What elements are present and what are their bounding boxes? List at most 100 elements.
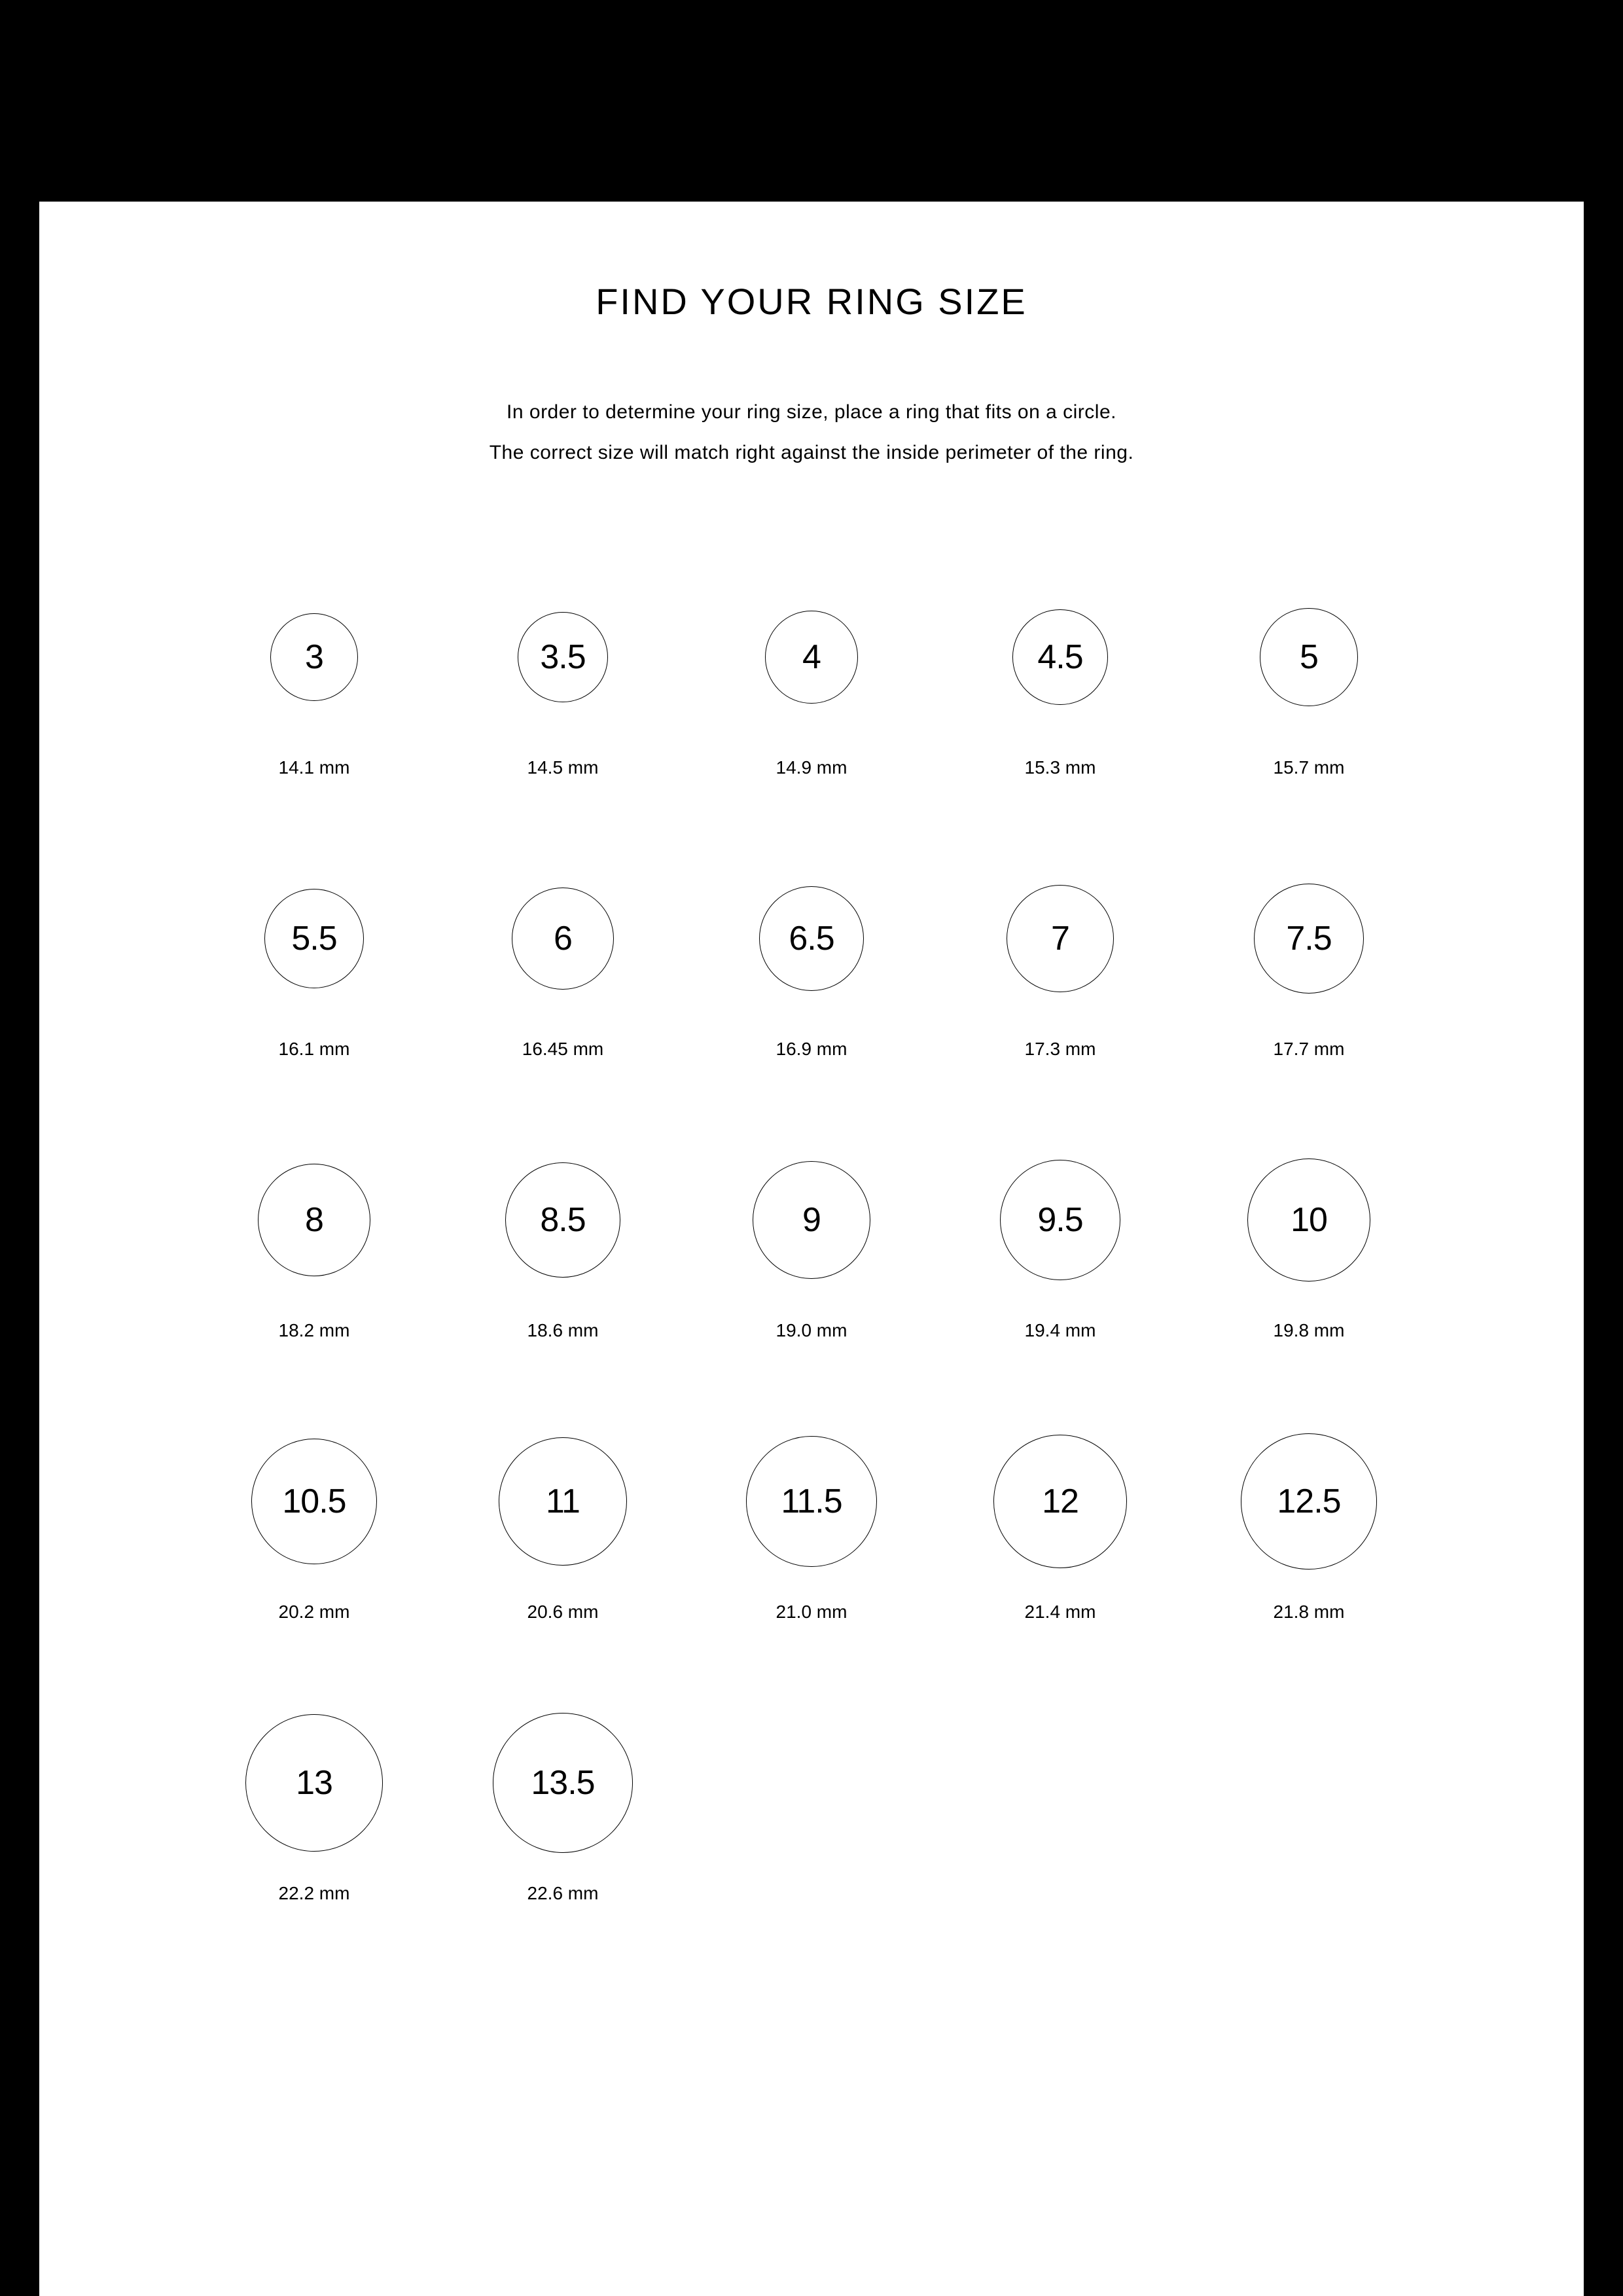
ring-size-cell: 10.5 20.2 mm <box>209 1426 419 1623</box>
size-label: 11 <box>546 1482 580 1521</box>
ring-size-cell: 4.5 15.3 mm <box>955 582 1165 778</box>
size-label: 10 <box>1291 1200 1327 1240</box>
size-label: 6 <box>554 919 572 958</box>
diameter-label: 17.7 mm <box>1274 1039 1345 1060</box>
ring-size-cell: 5 15.7 mm <box>1204 582 1414 778</box>
ring-size-cell: 8 18.2 mm <box>209 1145 419 1341</box>
size-label: 12 <box>1042 1482 1079 1521</box>
diameter-label: 17.3 mm <box>1025 1039 1096 1060</box>
ring-size-cell: 12.5 21.8 mm <box>1204 1426 1414 1623</box>
diameter-label: 20.6 mm <box>527 1602 599 1623</box>
diameter-label: 16.45 mm <box>522 1039 604 1060</box>
diameter-label: 15.7 mm <box>1274 757 1345 778</box>
ring-size-cell: 9.5 19.4 mm <box>955 1145 1165 1341</box>
ring-circle: 8 <box>258 1164 371 1277</box>
size-label: 6.5 <box>789 919 834 958</box>
diameter-label: 15.3 mm <box>1025 757 1096 778</box>
instruction-line-1: In order to determine your ring size, pl… <box>209 401 1414 423</box>
ring-size-cell: 314.1 mm <box>209 582 419 778</box>
ring-circle: 8.5 <box>505 1162 621 1278</box>
ring-size-cell: 3.5 14.5 mm <box>458 582 668 778</box>
size-label: 3.5 <box>540 637 585 677</box>
circle-container: 10.5 <box>251 1426 377 1577</box>
circle-container: 12.5 <box>1241 1426 1376 1577</box>
circle-container: 8.5 <box>505 1145 621 1295</box>
circle-container: 9 <box>753 1145 871 1295</box>
circle-container: 6.5 <box>759 863 865 1014</box>
ring-size-cell: 13.5 22.6 mm <box>458 1708 668 1904</box>
ring-size-cell: 7.5 17.7 mm <box>1204 863 1414 1060</box>
ring-size-cell: 11 20.6 mm <box>458 1426 668 1623</box>
ring-circle: 9 <box>753 1161 871 1280</box>
size-label: 9.5 <box>1037 1200 1082 1240</box>
ring-size-cell: 11.5 21.0 mm <box>707 1426 916 1623</box>
ring-circle: 10 <box>1247 1158 1370 1282</box>
diameter-label: 19.8 mm <box>1274 1320 1345 1341</box>
ring-circle: 7 <box>1007 885 1114 992</box>
diameter-label: 16.9 mm <box>776 1039 847 1060</box>
circle-container: 13.5 <box>493 1708 633 1858</box>
circle-container: 12 <box>993 1426 1126 1577</box>
ring-circle: 3 <box>270 613 358 701</box>
circle-container: 11 <box>499 1426 627 1577</box>
ring-size-cell: 414.9 mm <box>707 582 916 778</box>
ring-circle: 11 <box>499 1437 627 1566</box>
circle-container: 4.5 <box>1012 582 1107 732</box>
size-label: 4.5 <box>1037 637 1082 677</box>
ring-circle: 4.5 <box>1012 609 1107 704</box>
ring-size-cell: 9 19.0 mm <box>707 1145 916 1341</box>
circle-container: 5.5 <box>264 863 365 1014</box>
ring-circle: 11.5 <box>746 1436 877 1567</box>
ring-circle: 6.5 <box>759 886 865 992</box>
diameter-label: 14.5 mm <box>527 757 599 778</box>
ring-circle: 6 <box>512 888 614 990</box>
ring-circle: 13 <box>245 1714 383 1852</box>
page-title: FIND YOUR RING SIZE <box>209 280 1414 323</box>
size-label: 12.5 <box>1277 1482 1340 1521</box>
diameter-label: 18.6 mm <box>527 1320 599 1341</box>
circle-container: 3 <box>270 582 358 732</box>
circle-container: 13 <box>245 1708 383 1858</box>
ring-size-cell: 13 22.2 mm <box>209 1708 419 1904</box>
size-label: 7.5 <box>1286 919 1331 958</box>
diameter-label: 21.0 mm <box>776 1602 847 1623</box>
diameter-label: 19.0 mm <box>776 1320 847 1341</box>
size-label: 13.5 <box>531 1763 594 1803</box>
diameter-label: 14.9 mm <box>776 757 847 778</box>
diameter-label: 16.1 mm <box>279 1039 350 1060</box>
ring-circle: 3.5 <box>518 612 608 702</box>
instruction-line-2: The correct size will match right agains… <box>209 442 1414 464</box>
ring-circle: 13.5 <box>493 1713 633 1854</box>
sheet: FIND YOUR RING SIZE In order to determin… <box>39 202 1584 2296</box>
diameter-label: 21.8 mm <box>1274 1602 1345 1623</box>
diameter-label: 22.2 mm <box>279 1883 350 1904</box>
circle-container: 6 <box>512 863 614 1014</box>
ring-size-cell: 8.5 18.6 mm <box>458 1145 668 1341</box>
ring-size-cell: 7 17.3 mm <box>955 863 1165 1060</box>
size-label: 11.5 <box>781 1482 842 1521</box>
ring-circle: 12.5 <box>1241 1433 1376 1569</box>
size-label: 3 <box>305 637 323 677</box>
size-label: 5 <box>1300 637 1318 677</box>
circle-container: 11.5 <box>746 1426 877 1577</box>
ring-size-cell: 5.5 16.1 mm <box>209 863 419 1060</box>
size-label: 10.5 <box>282 1482 346 1521</box>
ring-size-cell: 6 16.45 mm <box>458 863 668 1060</box>
ring-size-grid: 314.1 mm 3.5 14.5 mm 414.9 mm 4.5 15.3 mm 5 15.… <box>209 582 1414 1904</box>
diameter-label: 22.6 mm <box>527 1883 599 1904</box>
circle-container: 5 <box>1260 582 1357 732</box>
circle-container: 3.5 <box>518 582 608 732</box>
ring-size-cell: 1221.4 mm <box>955 1426 1165 1623</box>
circle-container: 7.5 <box>1254 863 1364 1014</box>
ring-circle: 12 <box>993 1435 1126 1568</box>
diameter-label: 20.2 mm <box>279 1602 350 1623</box>
ring-size-cell: 6.5 16.9 mm <box>707 863 916 1060</box>
circle-container: 8 <box>258 1145 371 1295</box>
circle-container: 7 <box>1007 863 1114 1014</box>
diameter-label: 18.2 mm <box>279 1320 350 1341</box>
circle-container: 10 <box>1247 1145 1370 1295</box>
size-label: 5.5 <box>291 919 336 958</box>
diameter-label: 19.4 mm <box>1025 1320 1096 1341</box>
size-label: 8 <box>305 1200 323 1240</box>
size-label: 8.5 <box>540 1200 585 1240</box>
